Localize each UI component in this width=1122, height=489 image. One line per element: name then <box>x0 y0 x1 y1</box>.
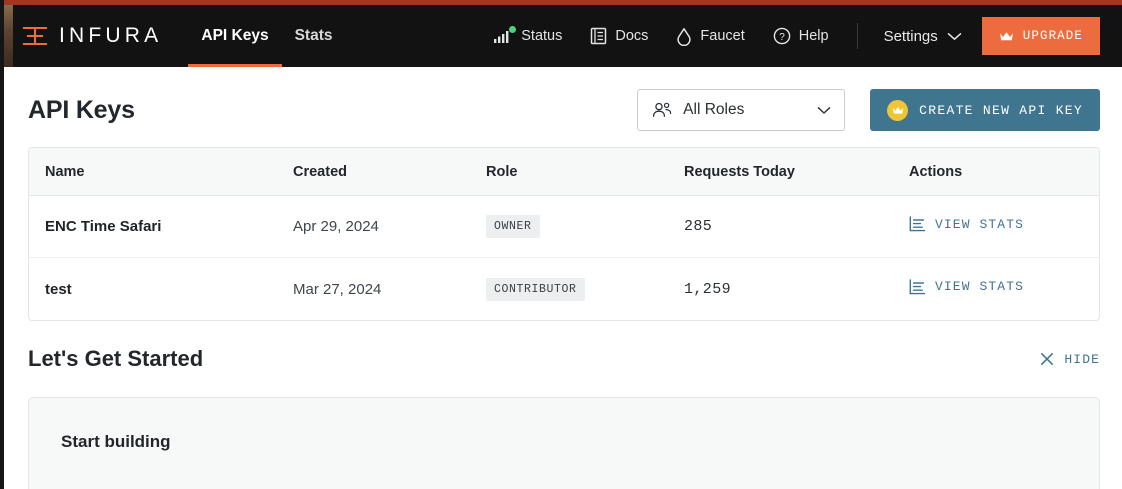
nav-link-faucet[interactable]: Faucet <box>662 27 758 46</box>
nav-link-docs-label: Docs <box>615 28 649 44</box>
signal-bars-icon <box>493 26 517 44</box>
nav-link-docs[interactable]: Docs <box>576 27 662 45</box>
cell-requests-today: 285 <box>684 218 713 235</box>
cell-key-name: ENC Time Safari <box>45 218 162 235</box>
column-header-role: Role <box>486 163 518 180</box>
roles-filter-value: All Roles <box>683 101 745 118</box>
start-building-card: Start building <box>28 397 1100 489</box>
roles-filter-select[interactable]: All Roles <box>637 89 846 131</box>
table-row[interactable]: ENC Time Safari Apr 29, 2024 OWNER 285 <box>29 196 1099 258</box>
view-stats-label: VIEW STATS <box>935 279 1025 294</box>
brand-name: INFURA <box>59 24 163 47</box>
chevron-down-icon <box>817 106 831 115</box>
hide-button[interactable]: HIDE <box>1040 352 1100 367</box>
users-group-icon <box>651 102 672 118</box>
upgrade-label: UPGRADE <box>1022 29 1083 43</box>
cell-key-name: test <box>45 280 72 298</box>
avatar-sliver <box>4 5 13 67</box>
top-navigation-bar: INFURA API Keys Stats <box>0 5 1122 67</box>
water-drop-icon <box>676 27 692 46</box>
get-started-title: Let's Get Started <box>28 346 204 371</box>
cell-created-date: Apr 29, 2024 <box>293 218 379 235</box>
nav-divider <box>856 23 858 49</box>
hide-label: HIDE <box>1064 351 1100 367</box>
left-edge-strip <box>0 0 4 489</box>
column-header-created: Created <box>293 163 347 180</box>
close-x-icon <box>1040 352 1054 366</box>
cell-created-date: Mar 27, 2024 <box>293 280 382 298</box>
role-badge: CONTRIBUTOR <box>486 277 585 301</box>
bar-chart-icon <box>909 278 926 295</box>
nav-link-status[interactable]: Status <box>479 26 576 44</box>
view-stats-link[interactable]: VIEW STATS <box>909 216 1024 232</box>
primary-tabs: API Keys Stats <box>188 5 345 67</box>
svg-text:?: ? <box>779 32 785 43</box>
infura-logo-icon <box>22 25 48 47</box>
role-badge: OWNER <box>486 215 540 238</box>
start-building-title: Start building <box>61 432 171 451</box>
api-keys-table: Name Created Role Requests Today Actions… <box>28 147 1100 321</box>
nav-link-faucet-label: Faucet <box>700 28 745 44</box>
cell-actions: VIEW STATS <box>893 278 1099 300</box>
question-circle-icon: ? <box>773 27 791 45</box>
settings-menu-button[interactable]: Settings <box>870 28 976 45</box>
cell-requests-today: 1,259 <box>684 280 732 298</box>
brand-logo[interactable]: INFURA <box>22 5 162 67</box>
column-header-actions: Actions <box>909 163 963 180</box>
chevron-down-icon <box>947 32 962 41</box>
create-new-api-key-label: CREATE NEW API KEY <box>919 102 1083 118</box>
page-header-actions: All Roles CREATE NEW API KEY <box>637 89 1100 131</box>
cell-role: OWNER <box>470 215 668 238</box>
column-header-name: Name <box>45 163 85 180</box>
main-content: API Keys All Roles <box>4 67 1122 489</box>
create-new-api-key-button[interactable]: CREATE NEW API KEY <box>870 89 1100 131</box>
upgrade-button[interactable]: UPGRADE <box>981 17 1100 55</box>
tab-api-keys[interactable]: API Keys <box>188 5 282 67</box>
table-row[interactable]: test Mar 27, 2024 CONTRIBUTOR 1,259 <box>29 258 1099 320</box>
nav-link-help-label: Help <box>798 28 829 44</box>
status-online-dot <box>509 26 517 33</box>
browser-chrome-strip <box>0 0 1122 5</box>
cell-actions: VIEW STATS <box>893 216 1099 237</box>
cell-role: CONTRIBUTOR <box>470 277 668 301</box>
tab-stats[interactable]: Stats <box>282 5 346 67</box>
book-icon <box>590 27 607 45</box>
view-stats-label: VIEW STATS <box>935 216 1025 232</box>
page-title: API Keys <box>28 95 135 124</box>
nav-right-group: Status Docs <box>479 5 1122 67</box>
crown-badge-icon <box>887 99 909 121</box>
table-header-row: Name Created Role Requests Today Actions <box>29 148 1099 196</box>
column-header-requests: Requests Today <box>684 163 795 180</box>
view-stats-link[interactable]: VIEW STATS <box>909 278 1025 295</box>
crown-icon <box>999 31 1014 42</box>
bar-chart-icon <box>909 216 926 232</box>
page-header: API Keys All Roles <box>28 67 1100 147</box>
settings-label: Settings <box>883 27 938 45</box>
nav-link-status-label: Status <box>521 28 563 44</box>
get-started-header: Let's Get Started HIDE <box>28 321 1100 397</box>
nav-link-help[interactable]: ? Help <box>759 27 843 45</box>
tab-stats-label: Stats <box>294 27 333 44</box>
tab-api-keys-label: API Keys <box>201 27 269 44</box>
